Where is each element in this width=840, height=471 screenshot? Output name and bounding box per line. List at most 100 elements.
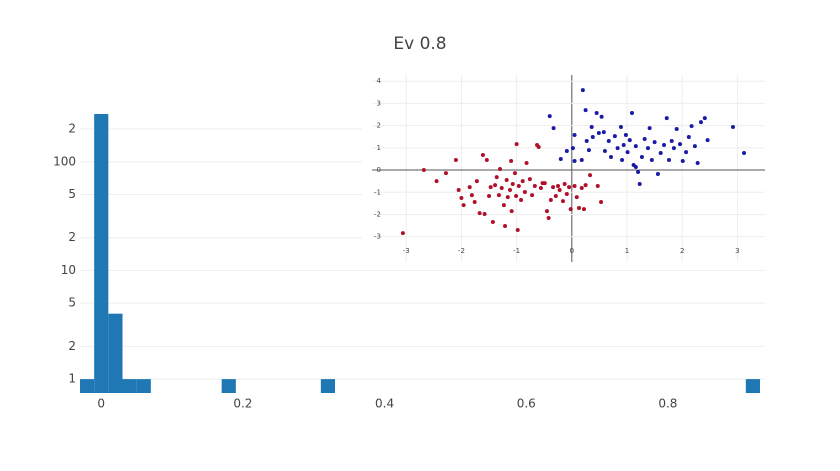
point <box>459 196 464 201</box>
point <box>572 184 577 189</box>
y-tick-label: 0 <box>377 166 381 174</box>
y-tick-label: 5 <box>68 187 76 201</box>
bar <box>122 379 137 393</box>
point <box>514 194 519 199</box>
inset-background <box>362 68 772 268</box>
point <box>520 179 525 184</box>
point <box>633 144 638 149</box>
point <box>684 150 689 155</box>
x-tick-label: 0 <box>97 397 105 411</box>
point <box>538 186 543 191</box>
point <box>618 124 623 129</box>
point <box>542 181 547 186</box>
point <box>501 203 506 208</box>
point <box>553 194 558 199</box>
point <box>544 209 549 214</box>
y-tick-label: 10 <box>61 263 76 277</box>
point <box>658 150 663 155</box>
point <box>581 207 586 212</box>
point <box>514 142 519 147</box>
point <box>579 186 584 191</box>
point <box>509 209 514 214</box>
point <box>655 172 660 177</box>
point <box>623 132 628 137</box>
y-tick-label: -1 <box>374 188 381 196</box>
point <box>620 158 625 163</box>
point <box>519 198 524 203</box>
point <box>579 158 584 163</box>
point <box>583 183 588 188</box>
point <box>627 138 632 143</box>
point <box>505 195 510 200</box>
point <box>558 156 563 161</box>
x-tick-label: 0.2 <box>233 397 252 411</box>
point <box>664 116 669 121</box>
bar <box>94 114 109 394</box>
point <box>689 124 694 129</box>
point <box>680 158 685 163</box>
point <box>666 158 671 163</box>
point <box>453 158 458 163</box>
point <box>560 199 565 204</box>
point <box>637 182 642 187</box>
point <box>677 142 682 147</box>
point <box>515 228 520 233</box>
point <box>621 142 626 147</box>
point <box>636 170 641 175</box>
point <box>499 186 504 191</box>
point <box>503 224 508 229</box>
point <box>522 190 527 195</box>
point <box>702 116 707 121</box>
point <box>516 184 521 189</box>
point <box>480 152 485 157</box>
point <box>580 88 585 93</box>
y-tick-label: 100 <box>53 154 76 168</box>
point <box>509 158 514 163</box>
point <box>596 130 601 135</box>
point <box>482 212 487 217</box>
point <box>589 124 594 129</box>
y-tick-label: 2 <box>68 122 76 136</box>
bar <box>221 379 236 393</box>
point <box>692 144 697 149</box>
x-tick-label: 0.8 <box>658 397 677 411</box>
point <box>551 126 556 131</box>
bar <box>320 379 335 393</box>
point <box>570 146 575 151</box>
point <box>615 146 620 151</box>
point <box>556 184 561 189</box>
point <box>584 138 589 143</box>
x-tick-label: 2 <box>680 247 684 255</box>
point <box>629 110 634 115</box>
point <box>484 158 489 163</box>
point <box>625 150 630 155</box>
point <box>443 171 448 176</box>
point <box>606 138 611 143</box>
point <box>698 120 703 125</box>
y-tick-label: 5 <box>68 296 76 310</box>
point <box>467 185 472 190</box>
point <box>564 148 569 153</box>
point <box>590 134 595 139</box>
point <box>510 182 515 187</box>
bar <box>745 379 760 393</box>
point <box>612 134 617 139</box>
point <box>705 138 710 143</box>
point <box>599 200 604 205</box>
point <box>609 154 614 159</box>
point <box>586 148 591 153</box>
point <box>456 188 461 193</box>
point <box>645 146 650 151</box>
x-tick-label: 3 <box>735 247 739 255</box>
point <box>652 140 657 145</box>
point <box>674 126 679 131</box>
point <box>474 179 479 184</box>
point <box>421 168 426 173</box>
point <box>661 142 666 147</box>
point <box>594 110 599 115</box>
point <box>488 185 493 190</box>
y-tick-label: 1 <box>377 144 381 152</box>
point <box>742 150 747 155</box>
point <box>434 179 439 184</box>
